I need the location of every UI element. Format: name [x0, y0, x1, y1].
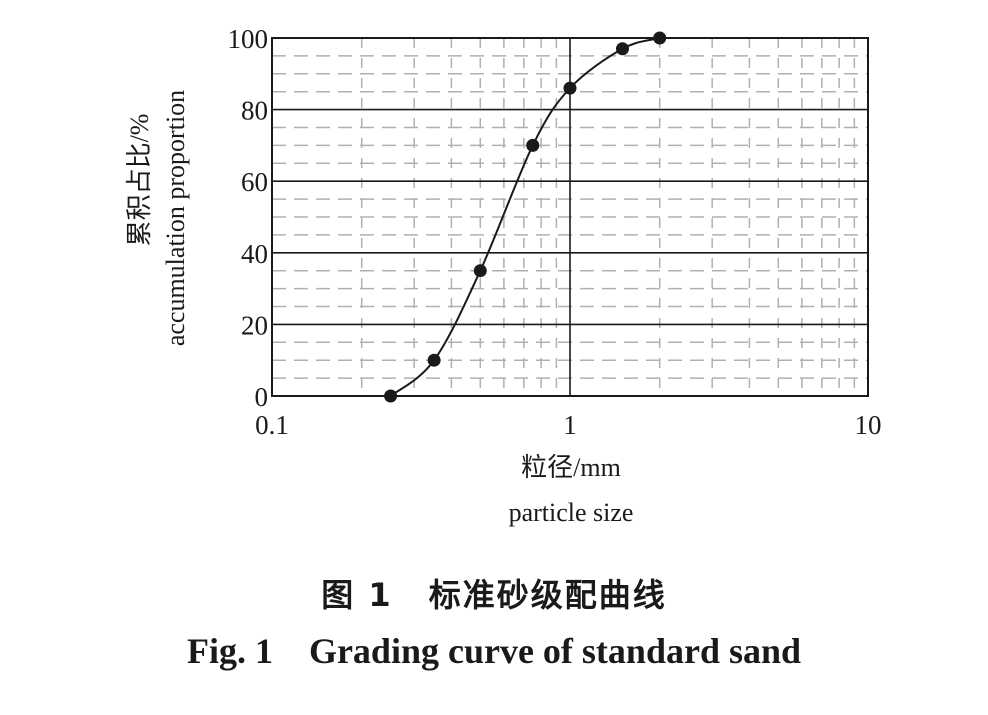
figure-label-cn: 图 1 [321, 576, 393, 614]
data-point [526, 138, 540, 152]
grading-chart: 0 20 40 60 80 100 0.1 1 10 累积占比/% accumulation … [125, 24, 882, 527]
figure-caption-cn: 图 1 标准砂级配曲线 [0, 570, 988, 616]
data-point [384, 389, 398, 403]
x-tick-label: 0.1 [255, 410, 289, 440]
data-point [473, 264, 487, 278]
figure-caption-en: Fig. 1 Grading curve of standard sand [0, 630, 988, 672]
x-tick-label: 1 [563, 410, 577, 440]
y-tick-label: 40 [241, 239, 268, 269]
y-axis-title-en: accumulation proportion [161, 90, 190, 346]
data-point [427, 353, 441, 367]
y-tick-labels: 0 20 40 60 80 100 [228, 24, 269, 412]
data-point [615, 42, 629, 56]
plot-frame [271, 37, 869, 397]
x-axis-title-en: particle size [509, 498, 634, 527]
data-point [563, 81, 577, 95]
x-tick-labels: 0.1 1 10 [255, 410, 881, 440]
x-axis-title-cn: 粒径/mm [521, 453, 621, 482]
figure-title-cn: 标准砂级配曲线 [428, 576, 667, 614]
y-tick-label: 0 [255, 382, 269, 412]
y-tick-label: 100 [228, 24, 269, 54]
x-tick-label: 10 [855, 410, 882, 440]
major-grid [272, 38, 868, 396]
y-axis-title-cn: 累积占比/% [125, 114, 154, 247]
figure-label-en: Fig. 1 [186, 631, 273, 671]
figure-title-en: Grading curve of standard sand [308, 631, 802, 671]
y-tick-label: 20 [241, 310, 268, 340]
data-points [384, 31, 667, 403]
y-tick-label: 60 [241, 167, 268, 197]
y-tick-label: 80 [241, 96, 268, 126]
data-point [653, 31, 667, 45]
